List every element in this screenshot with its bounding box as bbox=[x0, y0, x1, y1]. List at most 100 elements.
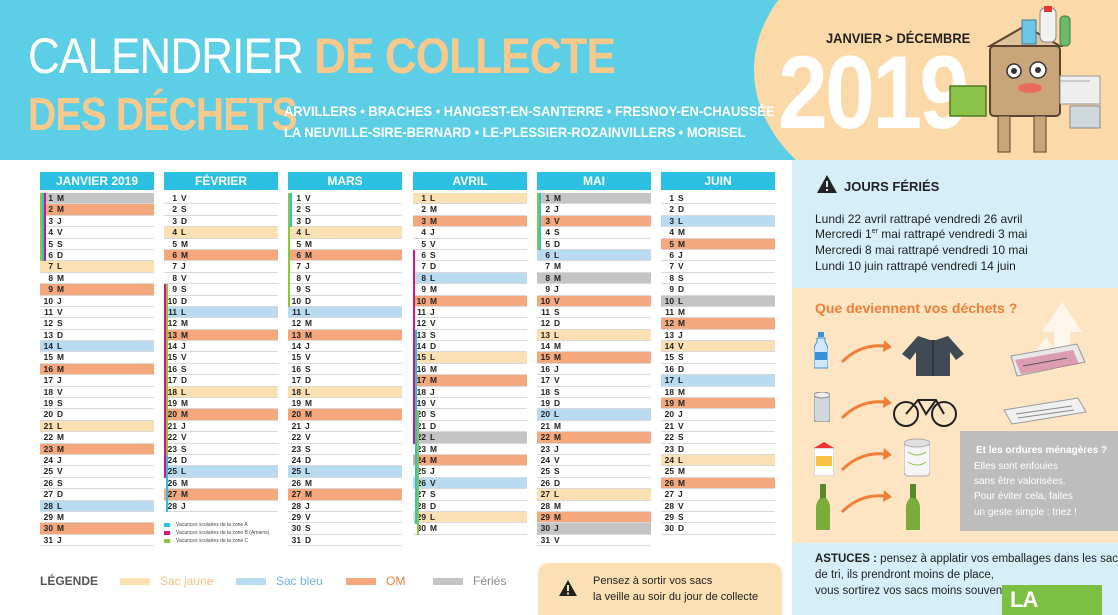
school-holiday-bar bbox=[417, 409, 419, 535]
day-number: 5 bbox=[172, 238, 177, 249]
day-number: 17 bbox=[416, 375, 426, 386]
arrow-icon bbox=[840, 448, 892, 472]
day-row: 18 V bbox=[40, 386, 154, 399]
day-letter: M bbox=[305, 398, 312, 409]
day-row: 21 J bbox=[164, 420, 278, 433]
arrow-icon bbox=[840, 396, 892, 420]
day-letter: J bbox=[678, 249, 683, 260]
day-letter: S bbox=[430, 249, 436, 260]
guide-logo-text: LA COLLECTE bbox=[1010, 587, 1118, 615]
day-number: 18 bbox=[167, 386, 177, 397]
day-number: 9 bbox=[48, 284, 53, 295]
day-letter: J bbox=[181, 420, 186, 431]
astuces-box: ASTUCES : pensez à applatir vos emballag… bbox=[792, 543, 1118, 615]
day-row: 28 M bbox=[537, 501, 651, 512]
day-letter: J bbox=[57, 454, 62, 465]
day-letter: M bbox=[554, 352, 561, 363]
day-number: 8 bbox=[48, 272, 53, 283]
day-number: 22 bbox=[416, 432, 426, 443]
day-row: 12 D bbox=[537, 318, 651, 330]
day-row: 11 M bbox=[661, 307, 775, 319]
day-letter: D bbox=[678, 523, 685, 534]
day-number: 17 bbox=[540, 375, 550, 386]
day-letter: S bbox=[305, 284, 311, 295]
day-letter: V bbox=[57, 386, 63, 397]
day-number: 28 bbox=[664, 500, 674, 511]
day-letter: S bbox=[57, 318, 63, 329]
day-number: 27 bbox=[664, 489, 674, 500]
day-row: 19 V bbox=[413, 398, 527, 410]
day-letter: V bbox=[57, 466, 63, 477]
day-number: 29 bbox=[43, 511, 53, 522]
day-letter: L bbox=[678, 375, 684, 386]
day-letter: D bbox=[305, 454, 312, 465]
day-row: 22 M bbox=[40, 432, 154, 444]
day-letter: S bbox=[305, 443, 311, 454]
day-letter: M bbox=[181, 318, 188, 329]
day-row: 19 D bbox=[537, 398, 651, 410]
day-row: 13 M bbox=[164, 329, 278, 342]
day-number: 25 bbox=[540, 466, 550, 477]
day-number: 11 bbox=[44, 306, 53, 317]
day-letter: D bbox=[678, 363, 685, 374]
day-number: 23 bbox=[540, 443, 550, 454]
day-letter: V bbox=[678, 341, 684, 352]
day-letter: J bbox=[430, 306, 435, 317]
day-letter: S bbox=[57, 398, 63, 409]
day-number: 24 bbox=[167, 454, 177, 465]
day-number: 26 bbox=[291, 477, 301, 488]
day-letter: D bbox=[181, 375, 188, 386]
day-letter: S bbox=[678, 352, 684, 363]
arrow-icon bbox=[840, 490, 892, 514]
day-row: 20 S bbox=[413, 409, 527, 421]
day-number: 9 bbox=[296, 284, 301, 295]
day-letter: M bbox=[678, 477, 685, 488]
day-number: 9 bbox=[669, 284, 674, 295]
month-header: MAI bbox=[537, 172, 651, 190]
sac-bleu-swatch bbox=[236, 578, 266, 586]
day-letter: V bbox=[181, 432, 187, 443]
day-letter: L bbox=[305, 466, 311, 477]
day-row: 15 S bbox=[661, 352, 775, 364]
day-number: 22 bbox=[540, 432, 550, 443]
day-row: 14 V bbox=[661, 341, 775, 353]
day-row: 28 V bbox=[661, 501, 775, 512]
day-number: 1 bbox=[669, 193, 674, 203]
day-row: 20 D bbox=[40, 409, 154, 421]
month-header: FÉVRIER bbox=[164, 172, 278, 190]
day-number: 14 bbox=[416, 341, 426, 352]
day-number: 15 bbox=[540, 352, 550, 363]
day-number: 2 bbox=[545, 204, 550, 215]
day-row: 11 J bbox=[413, 306, 527, 319]
day-row: 21 D bbox=[413, 421, 527, 433]
day-row: 25 J bbox=[413, 466, 527, 478]
day-letter: D bbox=[57, 489, 64, 500]
year-label: 2019 bbox=[778, 35, 969, 151]
legend-item-sac-jaune: Sac jaune bbox=[120, 574, 213, 588]
day-number: 14 bbox=[291, 341, 301, 352]
day-row: 24 D bbox=[288, 454, 402, 467]
page-subtitle: DES DÉCHETS bbox=[28, 88, 298, 140]
day-number: 3 bbox=[545, 215, 550, 226]
day-letter: M bbox=[305, 318, 312, 329]
communes-line-1: ARVILLERS • BRACHES • HANGEST-EN-SANTERR… bbox=[284, 103, 775, 119]
day-letter: L bbox=[57, 500, 63, 511]
day-letter: J bbox=[57, 215, 62, 226]
day-number: 26 bbox=[416, 477, 426, 488]
day-row: 14 L bbox=[40, 341, 154, 353]
day-letter: M bbox=[181, 249, 188, 260]
day-letter: M bbox=[305, 238, 312, 249]
